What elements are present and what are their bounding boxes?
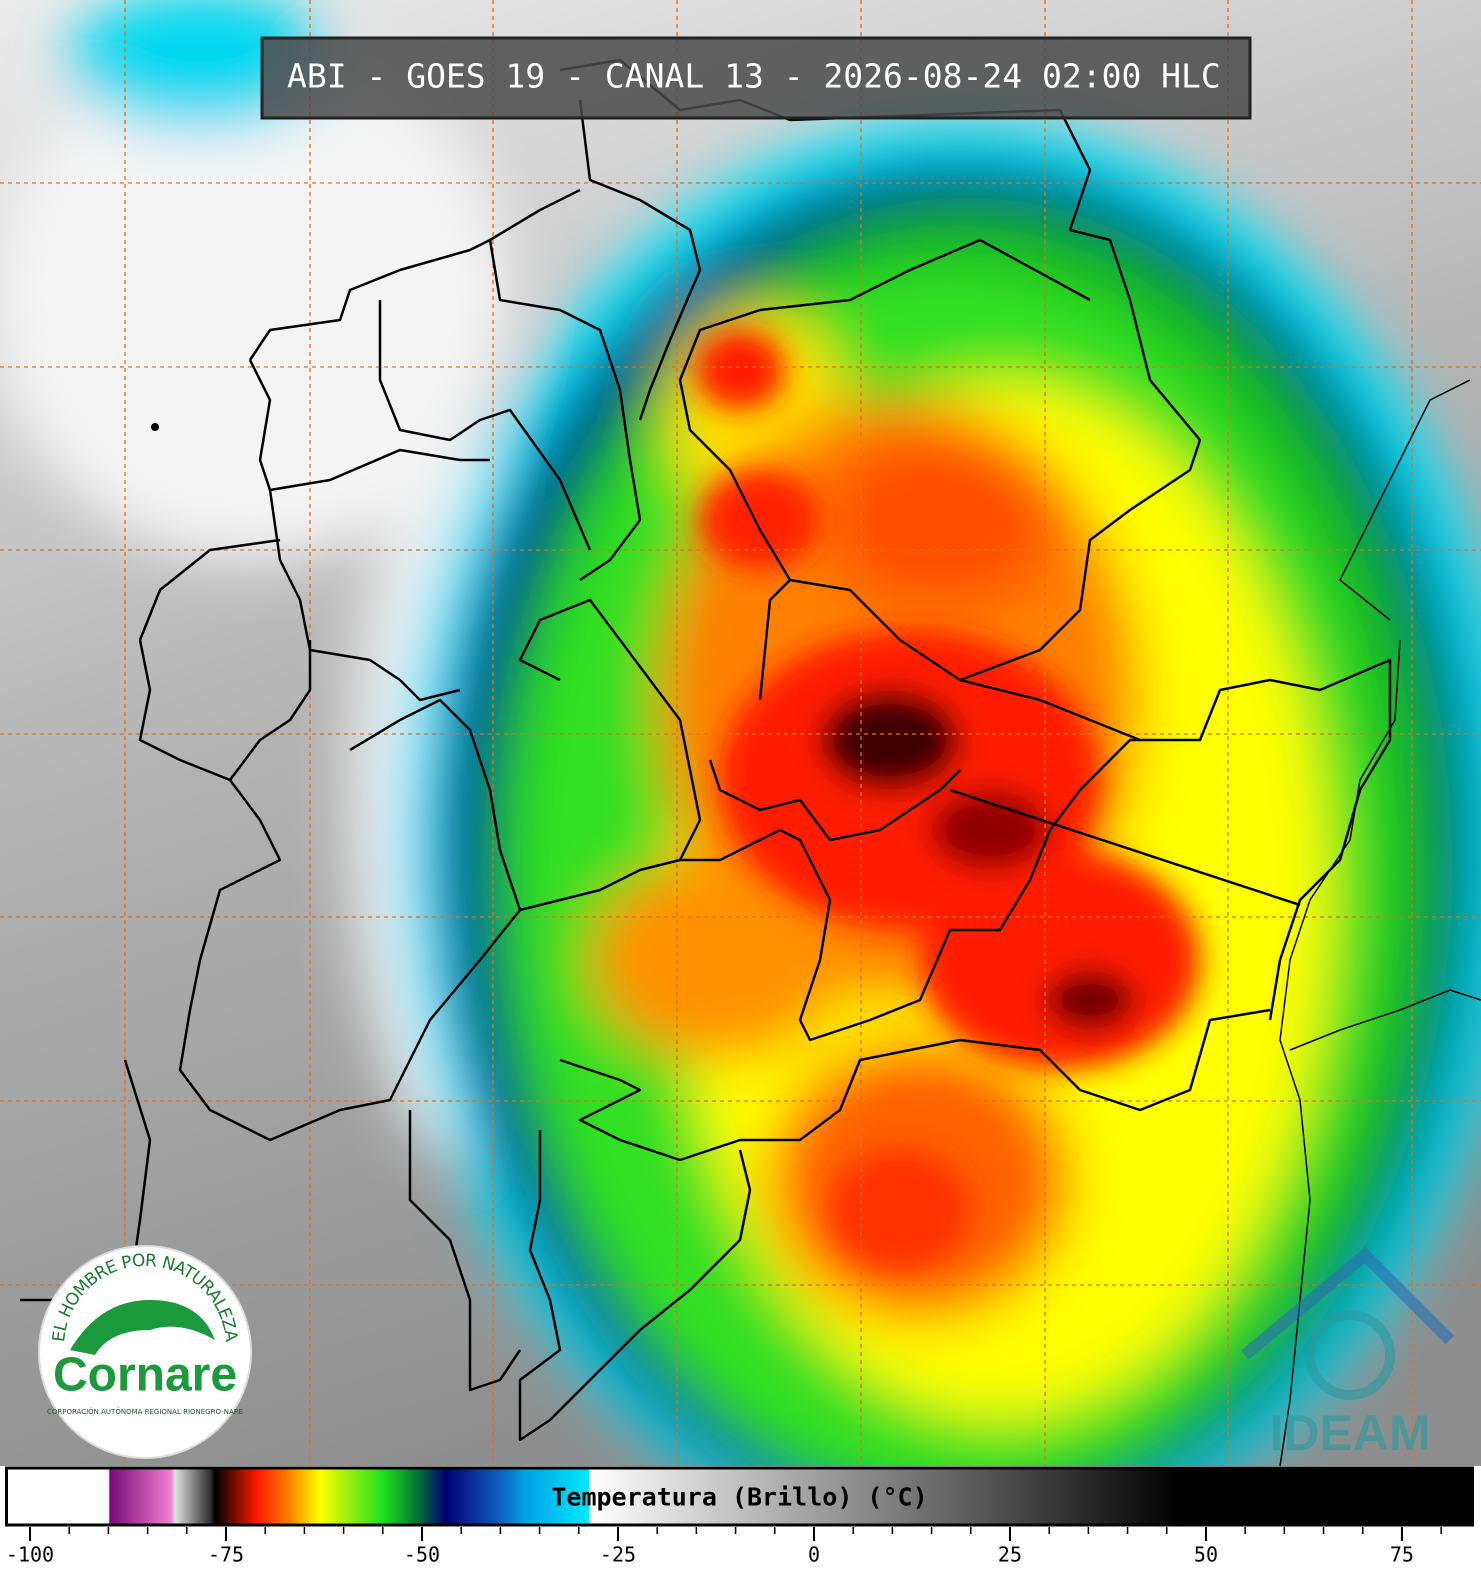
ideam-name: IDEAM bbox=[1269, 1405, 1430, 1461]
cold-cores bbox=[695, 330, 1200, 1270]
ideam-roof bbox=[1241, 1246, 1455, 1360]
cornare-logo: EL HOMBRE POR NATURALEZA Cornare CORPORA… bbox=[38, 1245, 252, 1459]
colorbar-tick-label: -50 bbox=[404, 1543, 440, 1567]
colorbar-tick-label: -25 bbox=[600, 1543, 636, 1567]
title-box: ABI - GOES 19 - CANAL 13 - 2026-08-24 02… bbox=[260, 36, 1252, 120]
colorbar-tick-label: -100 bbox=[6, 1543, 54, 1567]
colorbar-tick-label: 50 bbox=[1194, 1543, 1218, 1567]
ideam-logo: IDEAM bbox=[1241, 1246, 1455, 1461]
logo-name: Cornare bbox=[53, 1349, 237, 1402]
colorbar-tick-label: -75 bbox=[208, 1543, 244, 1567]
boundaries bbox=[20, 58, 1392, 1442]
colorbar-label: Temperatura (Brillo) (°C) bbox=[551, 1483, 927, 1512]
logo-disc bbox=[38, 1245, 252, 1459]
city-marker bbox=[151, 423, 159, 431]
logo-subtitle: CORPORACIÓN AUTÓNOMA REGIONAL RIONEGRO-N… bbox=[47, 1407, 243, 1416]
colorbar-tick-label: 25 bbox=[998, 1543, 1022, 1567]
title: ABI - GOES 19 - CANAL 13 - 2026-08-24 02… bbox=[287, 57, 1221, 96]
ideam-swirl bbox=[1305, 1310, 1395, 1400]
logo-emblem bbox=[70, 1300, 215, 1355]
colorbar: Temperatura (Brillo) (°C) -100 -75 -50 -25 0 2… bbox=[0, 1466, 1481, 1577]
title-background bbox=[260, 36, 1252, 120]
colorbar-tick-label: 75 bbox=[1390, 1543, 1414, 1567]
colorbar-scale bbox=[5, 1466, 1474, 1527]
colorbar-tick-label: 0 bbox=[808, 1543, 820, 1567]
